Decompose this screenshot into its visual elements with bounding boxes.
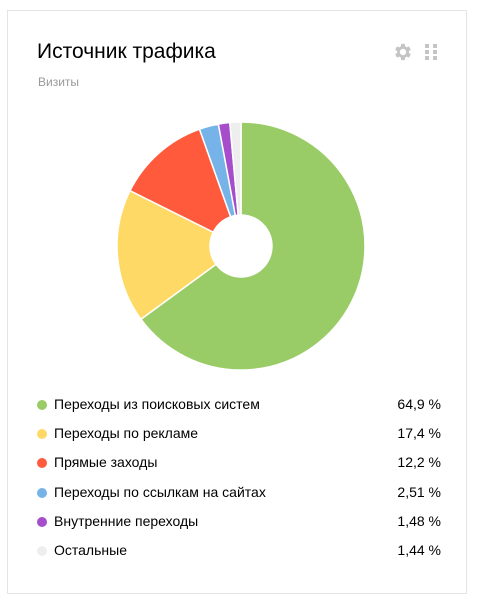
chart-legend: Переходы из поисковых систем 64,9 % Пере… (37, 396, 443, 571)
legend-dot-icon (37, 400, 47, 410)
gear-icon[interactable] (392, 41, 414, 63)
legend-dot-icon (37, 545, 47, 556)
legend-value: 12,2 % (397, 454, 441, 471)
traffic-pie-chart (116, 121, 366, 371)
drag-handle-icon[interactable] (424, 43, 438, 61)
legend-value: 64,9 % (397, 396, 441, 412)
legend-label: Переходы из поисковых систем (54, 396, 260, 412)
legend-dot-icon (37, 429, 47, 440)
legend-value: 2,51 % (397, 483, 441, 500)
pie-slice-direct[interactable] (129, 128, 232, 234)
legend-dot-icon (37, 487, 47, 498)
legend-item-search[interactable]: Переходы из поисковых систем 64,9 % (37, 396, 443, 425)
legend-item-links[interactable]: Переходы по ссылкам на сайтах 2,51 % (37, 484, 443, 513)
legend-dot-icon (37, 458, 47, 469)
legend-dot-icon (37, 516, 47, 527)
legend-value: 1,44 % (397, 541, 441, 558)
legend-label: Прямые заходы (54, 454, 158, 471)
legend-item-internal[interactable]: Внутренние переходы 1,48 % (37, 513, 443, 542)
legend-label: Остальные (54, 541, 127, 558)
legend-value: 1,48 % (397, 512, 441, 529)
legend-label: Переходы по ссылкам на сайтах (54, 483, 266, 500)
widget-title: Источник трафика (37, 40, 216, 63)
pie-slice-search[interactable] (139, 121, 366, 371)
legend-value: 17,4 % (397, 425, 441, 442)
legend-item-other[interactable]: Остальные 1,44 % (37, 542, 443, 571)
widget-subtitle: Визиты (38, 75, 80, 89)
traffic-source-widget: Источник трафика Визиты Переходы из поис… (7, 10, 467, 594)
pie-slice-other[interactable] (228, 121, 242, 216)
legend-item-direct[interactable]: Прямые заходы 12,2 % (37, 454, 443, 483)
pie-slice-ads[interactable] (116, 189, 218, 321)
legend-item-ads[interactable]: Переходы по рекламе 17,4 % (37, 425, 443, 454)
legend-label: Внутренние переходы (54, 512, 199, 529)
legend-label: Переходы по рекламе (54, 425, 199, 442)
